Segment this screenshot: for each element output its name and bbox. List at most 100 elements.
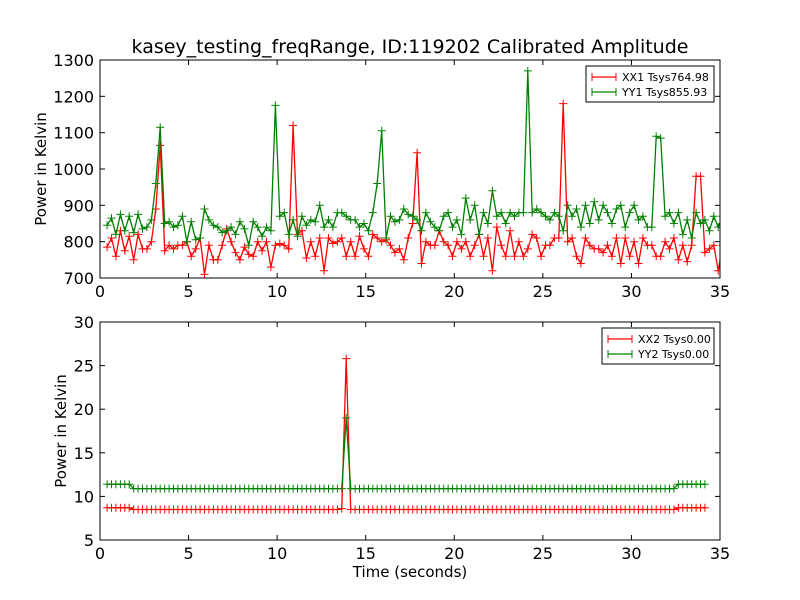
data-point — [461, 237, 470, 246]
data-point — [661, 212, 670, 221]
data-point — [634, 215, 643, 224]
data-point — [209, 221, 218, 230]
data-point — [315, 201, 324, 210]
data-point — [612, 234, 621, 242]
data-point — [665, 244, 674, 253]
data-point — [607, 219, 616, 228]
data-point — [262, 237, 271, 246]
data-point — [151, 179, 160, 188]
data-point — [714, 223, 720, 232]
data-point — [581, 234, 590, 242]
data-point — [528, 230, 537, 239]
x-tick-label: 5 — [183, 544, 193, 563]
data-point — [709, 212, 718, 221]
data-point — [328, 239, 337, 248]
data-point — [466, 215, 475, 224]
data-point — [187, 217, 196, 226]
x-tick-label: 35 — [710, 544, 730, 563]
y-tick-label: 20 — [74, 400, 94, 419]
data-point — [470, 201, 479, 210]
x-tick-label: 25 — [533, 282, 553, 301]
data-point — [271, 101, 280, 110]
x-tick-label: 20 — [444, 544, 464, 563]
data-point — [382, 234, 391, 242]
data-point — [266, 226, 275, 235]
axes-frame — [99, 321, 721, 541]
data-point — [413, 215, 422, 224]
data-point — [700, 215, 709, 224]
y-tick-label: 900 — [63, 196, 94, 215]
data-point — [404, 210, 413, 219]
data-point — [103, 243, 112, 252]
data-point — [616, 201, 625, 210]
data-point — [647, 241, 656, 250]
data-point — [528, 208, 537, 217]
data-point — [532, 205, 541, 213]
series-line — [106, 103, 720, 275]
data-point — [705, 226, 714, 235]
y-tick-label: 1300 — [53, 51, 94, 70]
data-point — [612, 205, 621, 213]
data-point — [213, 255, 222, 264]
legend-entry: XX1 Tsys764.98 — [591, 71, 709, 84]
data-point — [253, 223, 262, 232]
data-point — [581, 201, 590, 210]
data-point — [674, 255, 683, 264]
data-point — [638, 212, 647, 221]
x-tick-label: 0 — [95, 544, 105, 563]
data-point — [235, 255, 244, 264]
data-point — [714, 266, 720, 275]
data-point — [510, 252, 519, 261]
legend-box — [585, 65, 715, 103]
data-point — [430, 223, 439, 232]
data-point — [337, 234, 346, 242]
legend-marker-icon — [607, 350, 633, 358]
data-point — [231, 248, 240, 257]
data-point — [568, 234, 577, 242]
data-point — [700, 503, 709, 512]
data-point — [709, 241, 718, 250]
data-point — [240, 243, 249, 252]
data-point — [191, 244, 200, 253]
data-point — [222, 226, 231, 235]
y-tick-label: 5 — [84, 531, 94, 550]
data-point — [147, 215, 156, 224]
data-point — [204, 241, 213, 250]
data-point — [377, 237, 386, 246]
data-point — [315, 234, 324, 242]
x-tick-label: 30 — [621, 282, 641, 301]
data-point — [346, 237, 355, 246]
data-point — [678, 241, 687, 250]
legend-entry: YY2 Tsys0.00 — [607, 348, 709, 361]
data-point — [678, 230, 687, 239]
data-point — [488, 186, 497, 195]
data-point — [306, 215, 315, 224]
data-point — [373, 179, 382, 188]
data-point — [116, 210, 125, 219]
data-point — [621, 223, 630, 232]
data-point — [253, 237, 262, 246]
data-point — [541, 212, 550, 221]
data-point — [669, 219, 678, 228]
data-point — [501, 252, 510, 261]
data-point — [497, 208, 506, 217]
data-point — [142, 244, 151, 253]
data-point — [390, 248, 399, 257]
data-point — [125, 480, 134, 489]
data-point — [661, 237, 670, 246]
data-point — [373, 234, 382, 242]
data-point — [200, 205, 209, 213]
data-point — [497, 241, 506, 250]
data-point — [435, 226, 444, 235]
legend-box — [601, 327, 715, 365]
data-point — [134, 230, 143, 239]
data-point — [687, 241, 696, 250]
data-point — [630, 201, 639, 210]
data-point — [107, 234, 116, 242]
series-yy2 — [103, 413, 709, 493]
data-point — [240, 224, 249, 233]
data-point — [204, 215, 213, 224]
y-tick-label: 1000 — [53, 160, 94, 179]
data-point — [545, 215, 554, 224]
